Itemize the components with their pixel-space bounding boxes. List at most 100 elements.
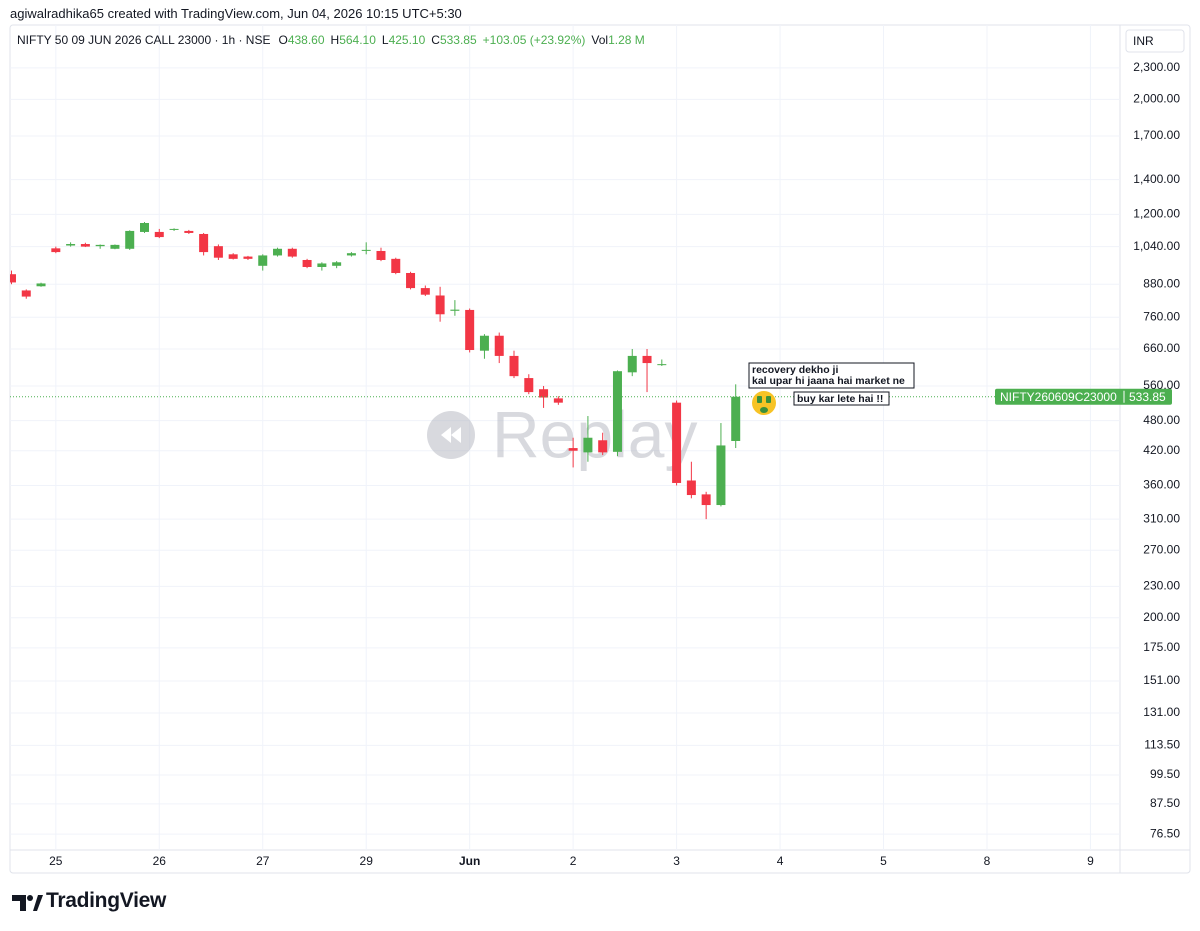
candle-body [524,378,534,393]
candle-body [273,248,283,256]
candle-body [213,246,223,258]
currency[interactable]: INR [1133,34,1154,48]
y-tick-label: 2,000.00 [1133,92,1180,106]
note-line: recovery dekho ji [752,364,838,376]
y-tick-label: 175.00 [1143,640,1180,654]
candle-body [568,448,578,451]
price-label-name: NIFTY260609C23000 [1000,390,1117,404]
y-tick-label: 420.00 [1143,443,1180,457]
y-tick-label: 1,700.00 [1133,128,1180,142]
candle-body [701,494,711,506]
candle-body [95,244,105,247]
y-tick-label: 360.00 [1143,478,1180,492]
y-tick-label: 2,300.00 [1133,60,1180,74]
candle-body [258,255,268,266]
change: +103.05 (+23.92%) [482,33,586,47]
candle-body [479,335,489,351]
ohlc-value: 425.10 [388,33,426,47]
watermark-arrows [441,427,461,443]
brand-logo [12,895,43,911]
volume-key: Vol [591,33,609,47]
candle-body [435,295,445,315]
ohlc-value: 533.85 [439,33,477,47]
candle-body [612,371,622,452]
y-tick-label: 1,400.00 [1133,172,1180,186]
candle-body [140,222,150,232]
candle-body [376,250,386,260]
candle-body [598,440,608,453]
candle-body [110,244,120,249]
y-tick-label: 151.00 [1143,673,1180,687]
price-label-box [995,388,1172,405]
x-tick-label: 26 [153,854,167,868]
x-tick-label: 27 [256,854,270,868]
ohlc-value: 564.10 [339,33,376,47]
x-tick-label: 2 [570,854,577,868]
annotation: recovery dekho ji kal upar hi jaana hai … [748,362,915,415]
caption: agiwalradhika65 created with TradingView… [10,6,462,21]
note-box [748,362,915,389]
y-tick-label: 1,200.00 [1133,207,1180,221]
candle-body [21,290,31,297]
y-tick-label: 131.00 [1143,705,1180,719]
candle-body [672,402,682,483]
candle-body [154,231,164,238]
volume: 1.28 M [608,33,645,47]
y-tick-label: 200.00 [1143,610,1180,624]
y-tick-label: 760.00 [1143,309,1180,323]
candle-body [199,233,209,253]
y-tick-label: 76.50 [1150,826,1180,840]
candle-body [406,272,416,289]
x-tick-label: 8 [984,854,991,868]
candle-body [80,244,90,247]
chart-frame [9,24,1191,874]
candle-body [450,309,460,311]
y-tick-label: 113.50 [1144,738,1180,752]
y-tick-label: 230.00 [1143,578,1180,592]
candle-body [287,248,297,257]
symbol: NIFTY 50 09 JUN 2026 CALL 23000 · 1h · N… [17,33,271,47]
candle-body [509,355,519,377]
watermark-text: Replay [492,397,697,471]
candle-body [539,389,549,398]
candle-body [361,249,371,251]
y-tick-label: 310.00 [1143,511,1180,525]
candle-body [332,262,342,266]
y-tick-label: 270.00 [1143,542,1180,556]
x-tick-label: 3 [673,854,680,868]
candle-body [391,258,401,273]
x-tick-label: 29 [360,854,374,868]
y-tick-label: 660.00 [1143,341,1180,355]
plot-area [10,222,741,520]
candle-body [465,309,475,351]
ohlc-key: L [381,33,389,47]
note-line: buy kar lete hai !! [797,393,883,405]
overlay: NIFTY260609C23000 533.85 [10,388,1172,405]
emoji-eye [757,396,762,403]
currency-box[interactable] [1125,29,1185,53]
ohlc-value: 438.60 [287,33,325,47]
candle-body [36,283,46,287]
ohlc-key: H [330,33,340,47]
candle-body [583,437,593,453]
x-tick-label: 4 [777,854,784,868]
candle-body [302,259,312,267]
candle-body [51,248,61,253]
note-line: kal upar hi jaana hai market ne [752,375,905,387]
watermark: Replay [427,397,697,471]
candle-body [66,244,76,246]
y-tick-label: 880.00 [1143,276,1180,290]
candle-body [125,230,135,249]
candle-body [228,254,238,259]
candle-body [184,230,194,233]
legend: NIFTY 50 09 JUN 2026 CALL 23000 · 1h · N… [17,33,651,47]
candle-body [243,256,253,259]
x-tick-label: 9 [1087,854,1094,868]
x-tick-label: Jun [459,854,480,868]
candle-body [657,364,667,366]
emoji-eye [766,396,771,403]
logo-mark [33,895,43,911]
candle-body [642,355,652,364]
